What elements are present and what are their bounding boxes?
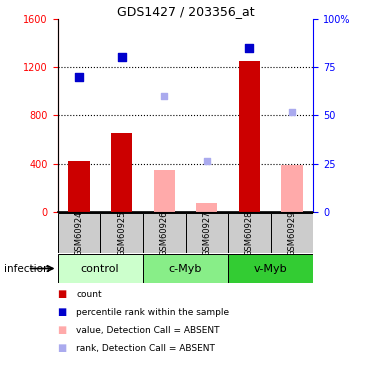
Bar bbox=[154, 170, 175, 212]
Text: control: control bbox=[81, 264, 119, 273]
Point bbox=[161, 93, 167, 99]
Text: v-Myb: v-Myb bbox=[254, 264, 288, 273]
Bar bbox=[282, 165, 303, 212]
Text: GSM60927: GSM60927 bbox=[202, 210, 211, 256]
Text: ■: ■ bbox=[58, 344, 67, 353]
Text: percentile rank within the sample: percentile rank within the sample bbox=[76, 308, 229, 317]
Bar bbox=[228, 213, 271, 253]
Point bbox=[119, 54, 125, 60]
Point bbox=[76, 74, 82, 80]
Text: GSM60928: GSM60928 bbox=[245, 210, 254, 256]
Text: count: count bbox=[76, 290, 102, 299]
Bar bbox=[239, 61, 260, 212]
Text: ■: ■ bbox=[58, 308, 67, 317]
Bar bbox=[196, 203, 217, 212]
Text: ■: ■ bbox=[58, 290, 67, 299]
Point bbox=[247, 45, 253, 51]
Text: ■: ■ bbox=[58, 326, 67, 335]
Bar bbox=[271, 213, 313, 253]
Text: GSM60929: GSM60929 bbox=[288, 210, 297, 256]
Bar bbox=[58, 254, 143, 283]
Text: GSM60925: GSM60925 bbox=[117, 210, 126, 256]
Point bbox=[289, 109, 295, 115]
Bar bbox=[228, 254, 313, 283]
Bar bbox=[186, 213, 228, 253]
Bar bbox=[68, 161, 89, 212]
Text: GSM60926: GSM60926 bbox=[160, 210, 169, 256]
Bar bbox=[143, 213, 186, 253]
Text: infection: infection bbox=[4, 264, 49, 273]
Bar bbox=[143, 254, 228, 283]
Text: rank, Detection Call = ABSENT: rank, Detection Call = ABSENT bbox=[76, 344, 215, 353]
Text: c-Myb: c-Myb bbox=[169, 264, 202, 273]
Bar bbox=[100, 213, 143, 253]
Title: GDS1427 / 203356_at: GDS1427 / 203356_at bbox=[117, 4, 254, 18]
Text: GSM60924: GSM60924 bbox=[74, 210, 83, 256]
Point bbox=[204, 158, 210, 164]
Bar bbox=[111, 134, 132, 212]
Bar bbox=[58, 213, 100, 253]
Text: value, Detection Call = ABSENT: value, Detection Call = ABSENT bbox=[76, 326, 220, 335]
